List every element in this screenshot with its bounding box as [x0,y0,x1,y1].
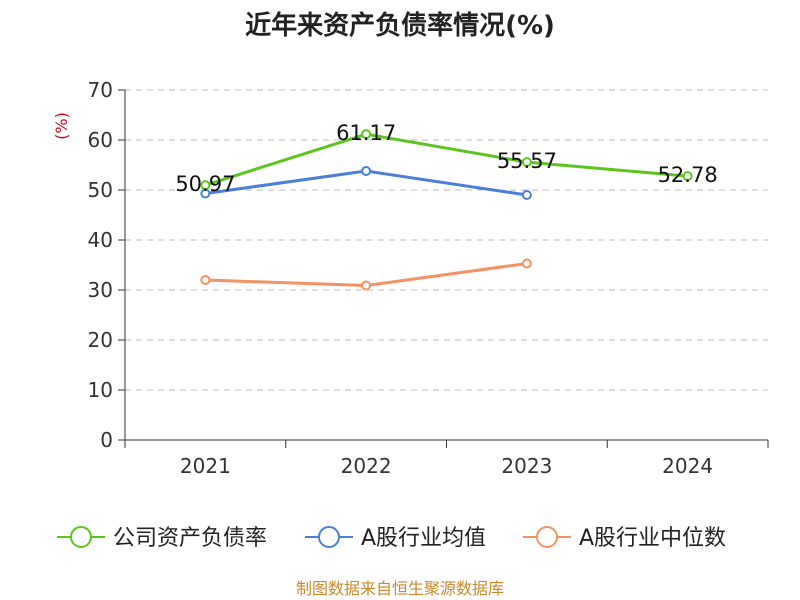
data-point-marker [521,258,532,269]
data-point-marker [200,180,211,191]
x-tick-label: 2023 [501,454,552,478]
y-tick-label: 0 [100,428,113,452]
y-tick-label: 20 [88,328,113,352]
y-tick-label: 50 [88,178,113,202]
y-axis-unit-label: (%) [52,112,71,140]
y-tick-label: 60 [88,128,113,152]
legend-label: A股行业均值 [361,526,486,551]
legend: 公司资产负债率 A股行业均值 A股行业中位数 [57,526,726,551]
y-tick-label: 70 [88,78,113,102]
y-tick-label: 40 [88,228,113,252]
chart-title: 近年来资产负债率情况(%) [245,10,555,41]
x-tick-label: 2022 [341,454,392,478]
grid-lines [125,89,768,391]
series-lines [200,129,693,291]
data-label: 55.57 [497,149,557,173]
y-tick-label: 10 [88,378,113,402]
data-label: 52.78 [658,163,718,187]
legend-item[interactable]: A股行业均值 [305,526,486,551]
data-point-marker [521,190,532,200]
data-label: 50.97 [175,172,235,196]
data-point-marker [682,171,693,182]
data-point-marker [200,275,211,285]
x-tick-label: 2024 [662,454,713,478]
data-point-marker [521,157,532,168]
legend-marker-icon [70,526,92,548]
legend-marker-icon [318,526,340,548]
axes: 0 10 20 30 40 50 60 70 2021 2022 2023 2024 [88,78,769,478]
data-point-marker [361,129,372,140]
series-line [203,132,690,187]
legend-item[interactable]: 公司资产负债率 [57,526,267,551]
source-note: 制图数据来自恒生聚源数据库 [296,579,504,598]
legend-marker-icon [536,526,558,548]
data-point-marker [361,280,372,291]
legend-label: A股行业中位数 [579,526,726,551]
data-labels: 50.97 61.17 55.57 52.78 [175,121,717,196]
legend-item[interactable]: A股行业中位数 [523,526,726,551]
y-tick-label: 30 [88,278,113,302]
x-tick-label: 2021 [180,454,231,478]
data-point-marker [361,166,372,176]
data-label: 61.17 [336,121,396,145]
legend-label: 公司资产负债率 [113,526,267,551]
